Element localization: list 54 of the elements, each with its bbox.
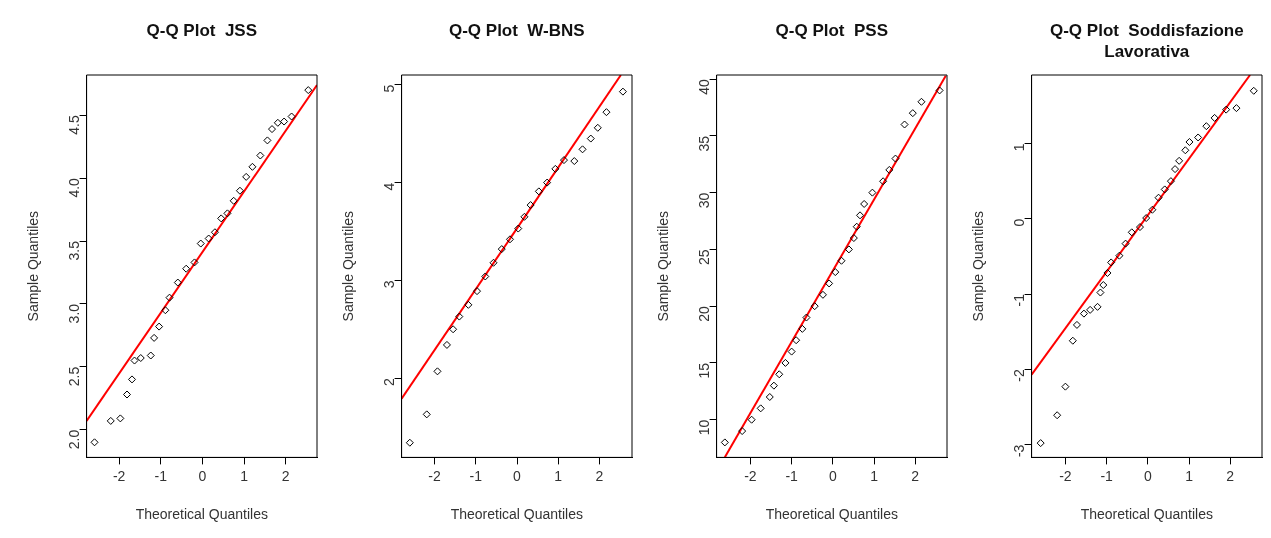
- chart-title: Q-Q Plot W-BNS: [447, 20, 586, 41]
- x-tick-label: 2: [281, 467, 290, 484]
- x-tick-label: 2: [911, 467, 920, 484]
- y-tick-label: 35: [696, 135, 713, 152]
- chart-title: Q-Q Plot JSS: [145, 20, 259, 41]
- x-tick-label: 1: [1185, 467, 1194, 484]
- x-axis-title: Theoretical Quantiles: [1080, 506, 1213, 523]
- y-tick-label: 4.0: [66, 177, 83, 198]
- y-tick-label: 25: [696, 249, 713, 265]
- y-axis-title: Sample Quantiles: [970, 210, 987, 322]
- y-tick-label: 2: [381, 377, 398, 386]
- x-tick-label: -1: [785, 467, 799, 484]
- x-axis-title: Theoretical Quantiles: [765, 506, 898, 523]
- y-tick-label: -1: [1011, 293, 1028, 307]
- chart-title: Q-Q Plot Soddisfazione Lavorativa: [1049, 20, 1245, 62]
- y-tick-label: 20: [696, 305, 713, 322]
- x-tick-label: 0: [198, 467, 207, 484]
- x-tick-label: 2: [1226, 467, 1235, 484]
- y-tick-label: 2.0: [66, 429, 83, 450]
- y-tick-label: 2.5: [66, 366, 83, 387]
- x-tick-label: 0: [513, 467, 522, 484]
- x-tick-label: 0: [1143, 467, 1152, 484]
- y-tick-label: 4: [381, 182, 398, 191]
- x-tick-label: 1: [240, 467, 249, 484]
- x-tick-label: -2: [1059, 467, 1072, 484]
- x-tick-label: 2: [595, 467, 604, 484]
- y-tick-label: -3: [1011, 444, 1028, 458]
- y-tick-label: 15: [696, 362, 713, 379]
- y-tick-label: 10: [696, 419, 713, 436]
- x-tick-label: 1: [870, 467, 879, 484]
- x-tick-label: -2: [428, 467, 442, 484]
- x-tick-label: 1: [554, 467, 563, 484]
- x-tick-label: -1: [469, 467, 483, 484]
- y-tick-label: 3.5: [66, 240, 83, 261]
- y-tick-label: 5: [381, 84, 398, 93]
- x-axis-title: Theoretical Quantiles: [450, 506, 583, 523]
- y-axis-title: Sample Quantiles: [25, 210, 42, 322]
- y-axis-title: Sample Quantiles: [655, 210, 672, 322]
- x-tick-label: -2: [744, 467, 757, 484]
- x-axis-title: Theoretical Quantiles: [135, 506, 268, 523]
- x-tick-label: 0: [828, 467, 837, 484]
- x-tick-label: -2: [112, 467, 126, 484]
- y-tick-label: 3: [381, 280, 398, 289]
- y-tick-label: 40: [696, 78, 713, 95]
- y-tick-label: 30: [696, 192, 713, 209]
- chart-title: Q-Q Plot PSS: [774, 20, 889, 41]
- y-tick-label: -2: [1011, 369, 1028, 382]
- y-tick-label: 1: [1011, 143, 1028, 152]
- y-axis-title: Sample Quantiles: [340, 210, 357, 322]
- x-tick-label: -1: [1100, 467, 1114, 484]
- y-tick-label: 3.0: [66, 303, 83, 324]
- x-tick-label: -1: [154, 467, 168, 484]
- y-tick-label: 4.5: [66, 115, 83, 135]
- y-tick-label: 0: [1011, 218, 1028, 227]
